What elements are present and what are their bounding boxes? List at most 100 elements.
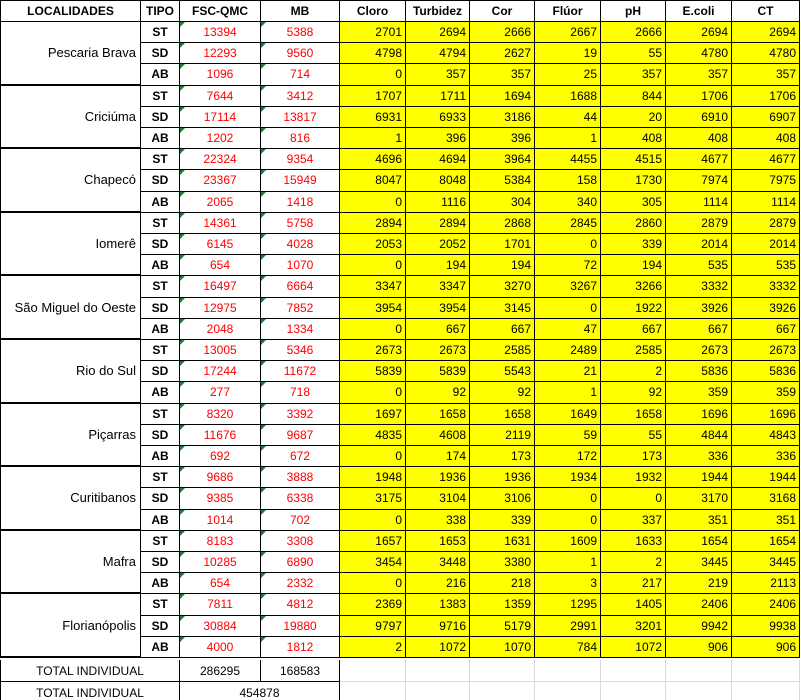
parameter-cell[interactable]: 1: [535, 382, 601, 404]
empty-cell[interactable]: [535, 660, 601, 682]
tipo-cell[interactable]: AB: [141, 509, 180, 531]
parameter-cell[interactable]: 3347: [340, 276, 406, 298]
parameter-cell[interactable]: 5543: [470, 361, 535, 383]
tipo-cell[interactable]: SD: [141, 234, 180, 256]
parameter-cell[interactable]: 0: [340, 509, 406, 531]
parameter-cell[interactable]: 2701: [340, 22, 406, 44]
parameter-cell[interactable]: 2673: [406, 340, 470, 362]
parameter-cell[interactable]: 2667: [535, 22, 601, 44]
fsc-qmc-cell[interactable]: 9385: [180, 488, 261, 510]
tipo-cell[interactable]: SD: [141, 424, 180, 446]
parameter-cell[interactable]: 4844: [666, 424, 732, 446]
location-cell[interactable]: Criciúma: [0, 85, 141, 150]
parameter-cell[interactable]: 396: [470, 128, 535, 150]
parameter-cell[interactable]: 2894: [406, 212, 470, 234]
parameter-cell[interactable]: 1116: [406, 191, 470, 213]
parameter-cell[interactable]: 218: [470, 573, 535, 595]
mb-cell[interactable]: 19880: [261, 615, 340, 637]
parameter-cell[interactable]: 3266: [601, 276, 666, 298]
parameter-cell[interactable]: 396: [406, 128, 470, 150]
parameter-cell[interactable]: 340: [535, 191, 601, 213]
parameter-cell[interactable]: 6910: [666, 106, 732, 128]
parameter-cell[interactable]: 0: [340, 446, 406, 468]
parameter-cell[interactable]: 667: [666, 318, 732, 340]
mb-cell[interactable]: 1418: [261, 191, 340, 213]
parameter-cell[interactable]: 9938: [732, 615, 800, 637]
parameter-cell[interactable]: 194: [406, 255, 470, 277]
parameter-cell[interactable]: 6931: [340, 106, 406, 128]
parameter-cell[interactable]: 3347: [406, 276, 470, 298]
location-cell[interactable]: São Miguel do Oeste: [0, 276, 141, 340]
parameter-cell[interactable]: 194: [601, 255, 666, 277]
parameter-cell[interactable]: 906: [732, 636, 800, 658]
fsc-qmc-cell[interactable]: 13394: [180, 22, 261, 44]
parameter-cell[interactable]: 3145: [470, 297, 535, 319]
mb-cell[interactable]: 7852: [261, 297, 340, 319]
parameter-cell[interactable]: 3954: [340, 297, 406, 319]
parameter-cell[interactable]: 3380: [470, 552, 535, 574]
tipo-cell[interactable]: AB: [141, 636, 180, 658]
parameter-cell[interactable]: 1701: [470, 234, 535, 256]
fsc-qmc-cell[interactable]: 6145: [180, 234, 261, 256]
parameter-cell[interactable]: 1383: [406, 594, 470, 616]
mb-cell[interactable]: 9560: [261, 43, 340, 65]
empty-cell[interactable]: [666, 682, 732, 700]
fsc-qmc-cell[interactable]: 17244: [180, 361, 261, 383]
location-cell[interactable]: Florianópolis: [0, 594, 141, 658]
parameter-cell[interactable]: 158: [535, 170, 601, 192]
parameter-cell[interactable]: 2585: [470, 340, 535, 362]
parameter-cell[interactable]: 2694: [666, 22, 732, 44]
parameter-cell[interactable]: 19: [535, 43, 601, 65]
parameter-cell[interactable]: 3332: [732, 276, 800, 298]
tipo-cell[interactable]: SD: [141, 615, 180, 637]
parameter-cell[interactable]: 1609: [535, 530, 601, 552]
fsc-qmc-cell[interactable]: 277: [180, 382, 261, 404]
fsc-qmc-cell[interactable]: 22324: [180, 149, 261, 171]
parameter-cell[interactable]: 172: [535, 446, 601, 468]
parameter-cell[interactable]: 339: [601, 234, 666, 256]
fsc-qmc-cell[interactable]: 13005: [180, 340, 261, 362]
total-fsc-qmc[interactable]: 286295: [180, 660, 261, 682]
parameter-cell[interactable]: 194: [470, 255, 535, 277]
parameter-cell[interactable]: 3270: [470, 276, 535, 298]
parameter-cell[interactable]: 0: [601, 488, 666, 510]
tipo-cell[interactable]: ST: [141, 22, 180, 44]
parameter-cell[interactable]: 1658: [406, 403, 470, 425]
empty-cell[interactable]: [470, 660, 535, 682]
parameter-cell[interactable]: 55: [601, 424, 666, 446]
parameter-cell[interactable]: 359: [732, 382, 800, 404]
parameter-cell[interactable]: 2666: [470, 22, 535, 44]
fsc-qmc-cell[interactable]: 14361: [180, 212, 261, 234]
parameter-cell[interactable]: 351: [732, 509, 800, 531]
parameter-cell[interactable]: 3175: [340, 488, 406, 510]
parameter-cell[interactable]: 2845: [535, 212, 601, 234]
parameter-cell[interactable]: 3106: [470, 488, 535, 510]
parameter-cell[interactable]: 1948: [340, 467, 406, 489]
fsc-qmc-cell[interactable]: 16497: [180, 276, 261, 298]
parameter-cell[interactable]: 1696: [732, 403, 800, 425]
parameter-cell[interactable]: 3448: [406, 552, 470, 574]
tipo-cell[interactable]: ST: [141, 403, 180, 425]
mb-cell[interactable]: 1812: [261, 636, 340, 658]
parameter-cell[interactable]: 337: [601, 509, 666, 531]
parameter-cell[interactable]: 6933: [406, 106, 470, 128]
parameter-cell[interactable]: 0: [535, 488, 601, 510]
parameter-cell[interactable]: 3445: [732, 552, 800, 574]
tipo-cell[interactable]: AB: [141, 191, 180, 213]
parameter-cell[interactable]: 216: [406, 573, 470, 595]
location-cell[interactable]: Piçarras: [0, 403, 141, 468]
parameter-cell[interactable]: 21: [535, 361, 601, 383]
fsc-qmc-cell[interactable]: 7644: [180, 85, 261, 107]
header-cell[interactable]: TIPO: [141, 0, 180, 22]
empty-cell[interactable]: [732, 682, 800, 700]
parameter-cell[interactable]: 1295: [535, 594, 601, 616]
parameter-cell[interactable]: 357: [470, 64, 535, 86]
tipo-cell[interactable]: AB: [141, 446, 180, 468]
parameter-cell[interactable]: 4798: [340, 43, 406, 65]
parameter-cell[interactable]: 9797: [340, 615, 406, 637]
fsc-qmc-cell[interactable]: 12293: [180, 43, 261, 65]
parameter-cell[interactable]: 4455: [535, 149, 601, 171]
tipo-cell[interactable]: SD: [141, 43, 180, 65]
parameter-cell[interactable]: 1653: [406, 530, 470, 552]
tipo-cell[interactable]: SD: [141, 552, 180, 574]
